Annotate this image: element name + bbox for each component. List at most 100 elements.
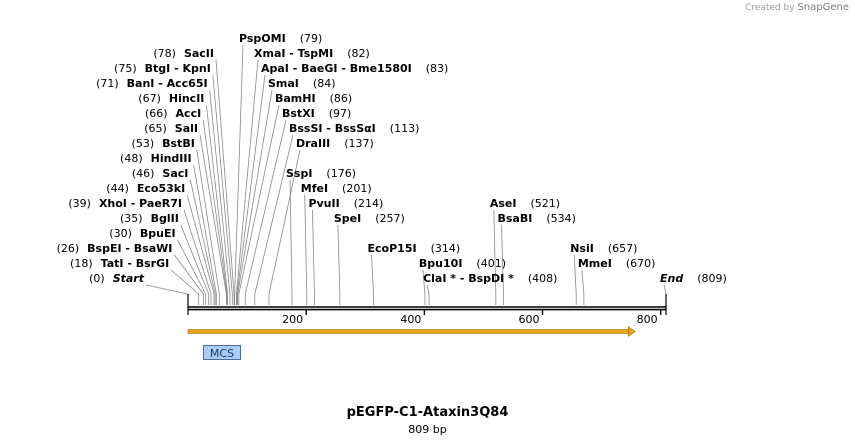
site-xhoi-paer7i[interactable]: XhoI - PaeR7I <box>99 197 182 210</box>
site-pos-tati-bsrgi: (18) <box>70 257 93 270</box>
site-sspi[interactable]: SspI <box>286 167 312 180</box>
site-pos-saci: (46) <box>132 167 155 180</box>
site-ecop15i[interactable]: EcoP15I <box>368 242 417 255</box>
site-pos-spei: (257) <box>375 212 405 225</box>
site-asei[interactable]: AseI <box>490 197 517 210</box>
site-pos-xmai-tspmi: (82) <box>347 47 370 60</box>
site-pvuii[interactable]: PvuII <box>308 197 339 210</box>
leader-bstxi <box>244 119 287 295</box>
site-pos-hincii: (67) <box>138 92 161 105</box>
site-bstxi[interactable]: BstXI <box>282 107 315 120</box>
site-smai[interactable]: SmaI <box>268 77 299 90</box>
leader-bpu10i <box>422 269 426 295</box>
mcs-feature-label[interactable]: MCS <box>203 345 241 360</box>
site-eco53ki[interactable]: Eco53kI <box>137 182 185 195</box>
leader-bglii <box>180 224 210 295</box>
site-pos-sacii: (78) <box>153 47 176 60</box>
site-xmai-tspmi[interactable]: XmaI - TspMI <box>254 47 333 60</box>
site-pos-btgi-kpni: (75) <box>114 62 137 75</box>
site-pos-bstxi: (97) <box>329 107 352 120</box>
leader-asei <box>493 209 497 295</box>
leader-sspi <box>289 179 293 295</box>
snapgene-credit: Created by SnapGene <box>745 2 849 13</box>
leader-apai-baegi-bme1580i <box>236 74 266 295</box>
axis-tick-label-200: 200 <box>282 313 303 326</box>
leader-nsii <box>573 254 577 295</box>
site-tati-bsrgi[interactable]: TatI - BsrGI <box>101 257 170 270</box>
site-pos-bpu10i: (401) <box>476 257 506 270</box>
plasmid-length: 809 bp <box>408 423 447 436</box>
site-btgi-kpni[interactable]: BtgI - KpnI <box>145 62 211 75</box>
site-pos-bamhi: (86) <box>330 92 353 105</box>
mcs-feature[interactable] <box>187 326 636 337</box>
site-pos-end: (809) <box>697 272 727 285</box>
site-pos-hindiii: (48) <box>120 152 143 165</box>
axis-tick-label-600: 600 <box>519 313 540 326</box>
leader-bstbi <box>196 149 220 295</box>
site-bglii[interactable]: BglII <box>151 212 179 225</box>
site-pos-pvuii: (214) <box>354 197 384 210</box>
leader-tati-bsrgi <box>170 269 199 295</box>
leader-bpuei <box>177 239 207 295</box>
leader-xmai-tspmi <box>236 59 259 295</box>
site-pos-xhoi-paer7i: (39) <box>68 197 91 210</box>
leader-clai-bspdi <box>426 284 430 295</box>
snapgene-logo-text: SnapGene <box>797 2 849 13</box>
site-bstbi[interactable]: BstBI <box>162 137 195 150</box>
site-pos-eco53ki: (44) <box>106 182 129 195</box>
site-bsabi[interactable]: BsaBI <box>498 212 533 225</box>
site-bpuei[interactable]: BpuEI <box>140 227 176 240</box>
site-bamhi[interactable]: BamHI <box>275 92 316 105</box>
site-acci[interactable]: AccI <box>176 107 202 120</box>
leader-sali <box>199 134 227 295</box>
axis-tick-label-400: 400 <box>400 313 421 326</box>
site-sacii[interactable]: SacII <box>184 47 214 60</box>
leader-mmei <box>581 269 585 295</box>
leader-hincii <box>206 104 228 295</box>
site-saci[interactable]: SacI <box>162 167 188 180</box>
site-start[interactable]: Start <box>113 272 145 285</box>
site-pos-draiii: (137) <box>344 137 374 150</box>
site-nsii[interactable]: NsiI <box>570 242 594 255</box>
site-pspomi[interactable]: PspOMI <box>239 32 286 45</box>
leader-bsssi-bsss-i <box>254 134 294 295</box>
site-bpu10i[interactable]: Bpu10I <box>419 257 463 270</box>
site-pos-start: (0) <box>89 272 105 285</box>
site-mmei[interactable]: MmeI <box>578 257 612 270</box>
site-end[interactable]: End <box>660 272 683 285</box>
site-clai-bspdi[interactable]: ClaI * - BspDI * <box>423 272 514 285</box>
site-bsssi-bsss-i[interactable]: BssSI - BssSαI <box>289 122 376 135</box>
site-pos-bsssi-bsss-i: (113) <box>390 122 420 135</box>
leader-saci <box>190 179 216 295</box>
site-bspei-bsawi[interactable]: BspEI - BsaWI <box>87 242 172 255</box>
site-pos-bstbi: (53) <box>132 137 155 150</box>
leader-eco53ki <box>186 194 215 295</box>
site-pos-bglii: (35) <box>120 212 143 225</box>
site-spei[interactable]: SpeI <box>334 212 361 225</box>
site-labels: Start (0) TatI - BsrGI (18) BspEI - BsaWI (26… <box>57 32 727 285</box>
leader-lines <box>145 44 667 305</box>
mcs-feature-bar[interactable] <box>187 329 630 334</box>
site-pos-apai-baegi-bme1580i: (83) <box>426 62 449 75</box>
site-hincii[interactable]: HincII <box>169 92 205 105</box>
leader-bsabi <box>501 224 504 295</box>
plasmid-name: pEGFP-C1-Ataxin3Q84 <box>346 405 509 420</box>
mcs-feature-arrowhead[interactable] <box>628 326 636 337</box>
site-mfei[interactable]: MfeI <box>301 182 328 195</box>
site-pos-bani-acc65i: (71) <box>96 77 119 90</box>
site-apai-baegi-bme1580i[interactable]: ApaI - BaeGI - Bme1580I <box>261 62 412 75</box>
site-sali[interactable]: SalI <box>175 122 198 135</box>
site-draiii[interactable]: DraIII <box>296 137 330 150</box>
leader-start <box>145 284 189 295</box>
site-pos-nsii: (657) <box>608 242 638 255</box>
site-pos-pspomi: (79) <box>300 32 323 45</box>
leader-acci <box>202 119 228 295</box>
leader-bspei-bsawi <box>174 254 204 295</box>
site-pos-ecop15i: (314) <box>431 242 461 255</box>
leader-hindiii <box>193 164 217 295</box>
site-hindiii[interactable]: HindIII <box>151 152 192 165</box>
site-bani-acc65i[interactable]: BanI - Acc65I <box>127 77 208 90</box>
site-pos-smai: (84) <box>313 77 336 90</box>
site-pos-acci: (66) <box>145 107 168 120</box>
